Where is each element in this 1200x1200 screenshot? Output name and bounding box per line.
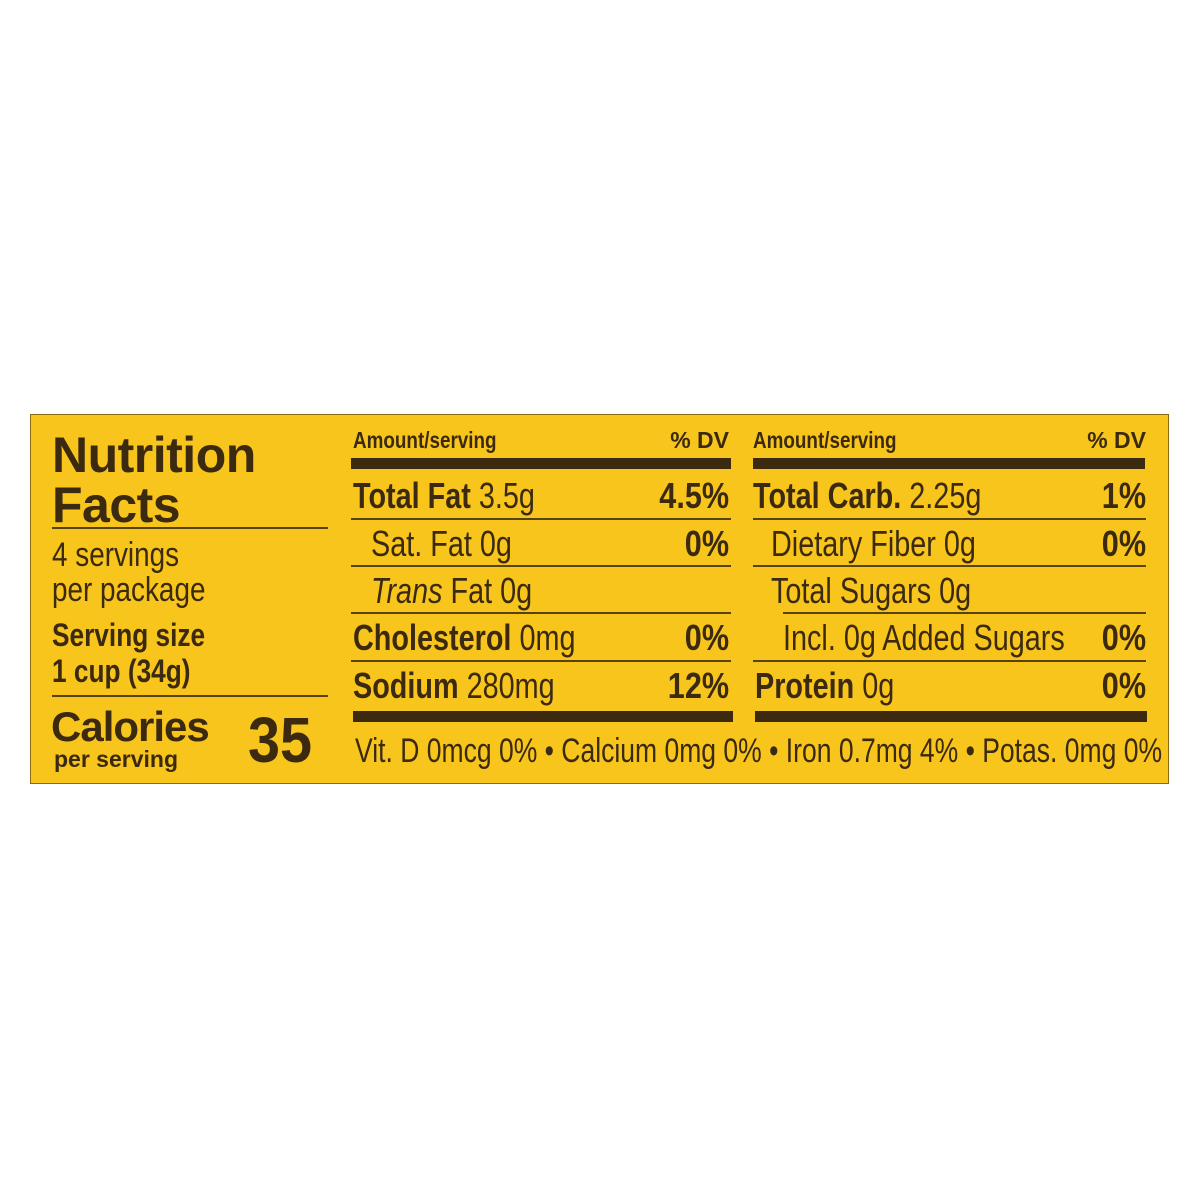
nutrient-dv: 0%	[684, 523, 729, 564]
nutrient-dv: 0%	[1101, 523, 1146, 564]
nutrient-amount: 280mg	[466, 665, 555, 706]
nutrient-row-sat-fat: Sat. Fat 0g 0%	[371, 521, 729, 565]
nutrient-row-added-sugars: Incl. 0g Added Sugars 0%	[783, 615, 1146, 659]
nutrient-row-total-fat: Total Fat 3.5g 4.5%	[353, 473, 729, 517]
vitamins-minerals-footer: Vit. D 0mcg 0% • Calcium 0mg 0% • Iron 0…	[355, 732, 1163, 770]
serving-size-label: Serving size	[52, 617, 206, 653]
nutrient-name: Total Carb.	[753, 475, 902, 516]
nutrient-amount: 0g	[943, 523, 976, 564]
title-facts: Facts	[52, 477, 181, 533]
left-nutrient-table: Amount/serving % DV Total Fat 3.5g 4.5% …	[351, 415, 733, 725]
divider	[52, 527, 328, 529]
title-nutrition: Nutrition	[52, 427, 256, 483]
nutrient-row-total-sugars: Total Sugars 0g	[771, 568, 1146, 612]
nutrient-name: Sat. Fat	[371, 523, 472, 564]
nutrient-amount: 0mg	[519, 617, 576, 658]
servings-count: 4 servings	[52, 536, 180, 574]
divider	[351, 660, 731, 662]
nutrient-amount: 3.5g	[478, 475, 535, 516]
header-amount: Amount/serving	[753, 427, 897, 453]
divider	[753, 518, 1146, 520]
nutrient-name: Cholesterol	[353, 617, 512, 658]
thick-rule	[753, 458, 1145, 469]
nutrient-name: Sodium	[353, 665, 459, 706]
nutrient-dv: 0%	[1101, 617, 1146, 658]
nutrient-amount: 2.25g	[909, 475, 982, 516]
calories-per-serving: per serving	[54, 746, 178, 772]
thick-rule	[351, 458, 731, 469]
nutrition-facts-panel: Nutrition Facts 4 servings per package S…	[30, 414, 1169, 784]
nutrient-dv: 4.5%	[659, 475, 729, 516]
nutrient-row-protein: Protein 0g 0%	[755, 663, 1146, 707]
calories-label: Calories	[51, 703, 210, 750]
divider	[351, 518, 731, 520]
right-nutrient-table: Amount/serving % DV Total Carb. 2.25g 1%…	[753, 415, 1147, 725]
divider	[753, 660, 1146, 662]
nutrient-row-trans-fat: Trans Fat 0g	[371, 568, 729, 612]
divider	[783, 612, 1146, 614]
divider	[351, 612, 731, 614]
serving-size-value: 1 cup (34g)	[52, 653, 191, 689]
nutrient-dv: 0%	[684, 617, 729, 658]
nutrient-name-rest: Fat	[450, 570, 493, 611]
nutrient-name: Dietary Fiber	[771, 523, 936, 564]
nutrient-row-sodium: Sodium 280mg 12%	[353, 663, 729, 707]
header-amount: Amount/serving	[353, 427, 497, 453]
nutrient-name: Protein	[755, 665, 855, 706]
nutrient-amount: 0g	[500, 570, 533, 611]
nutrient-amount: 0g	[479, 523, 512, 564]
divider	[753, 565, 1146, 567]
thick-rule	[755, 711, 1147, 722]
nutrient-dv: 1%	[1101, 475, 1146, 516]
nutrient-row-dietary-fiber: Dietary Fiber 0g 0%	[771, 521, 1146, 565]
nutrient-row-cholesterol: Cholesterol 0mg 0%	[353, 615, 729, 659]
header-dv: % DV	[670, 427, 729, 453]
header-dv: % DV	[1087, 427, 1146, 453]
nutrient-name: Total Sugars	[771, 570, 932, 611]
nutrient-name: Incl. 0g Added Sugars	[783, 617, 1065, 658]
servings-per-package: per package	[52, 571, 206, 609]
nutrient-row-total-carb: Total Carb. 2.25g 1%	[753, 473, 1146, 517]
calories-value: 35	[248, 704, 313, 776]
nutrient-dv: 12%	[667, 665, 729, 706]
nutrient-amount: 0g	[862, 665, 895, 706]
nutrient-dv: 0%	[1101, 665, 1146, 706]
thick-rule	[353, 711, 733, 722]
divider	[351, 565, 731, 567]
nutrient-name: Trans	[371, 570, 443, 611]
nutrient-name: Total Fat	[353, 475, 471, 516]
nutrient-amount: 0g	[939, 570, 972, 611]
divider	[52, 695, 328, 697]
